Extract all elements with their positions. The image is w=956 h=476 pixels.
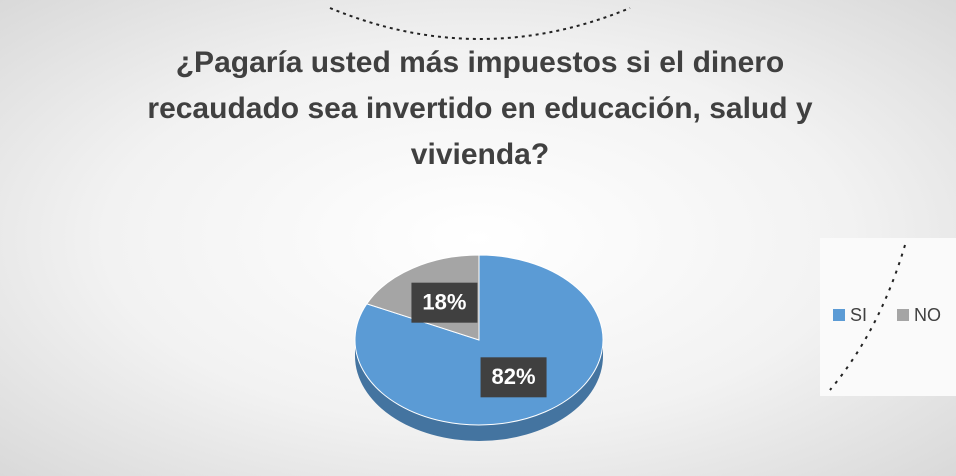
data-label: 82% (492, 364, 536, 389)
legend-label: NO (914, 305, 941, 325)
data-label-box (411, 282, 478, 323)
chart-title: ¿Pagaría usted más impuestos si el diner… (147, 46, 813, 171)
data-label-box (480, 357, 547, 398)
decor-arc (329, 7, 631, 40)
legend-label: SI (850, 305, 867, 325)
slice-side (355, 340, 603, 441)
data-label: 18% (422, 289, 466, 314)
legend-swatch (897, 309, 909, 321)
decor-arc (829, 244, 906, 391)
legend-swatch (833, 309, 845, 321)
